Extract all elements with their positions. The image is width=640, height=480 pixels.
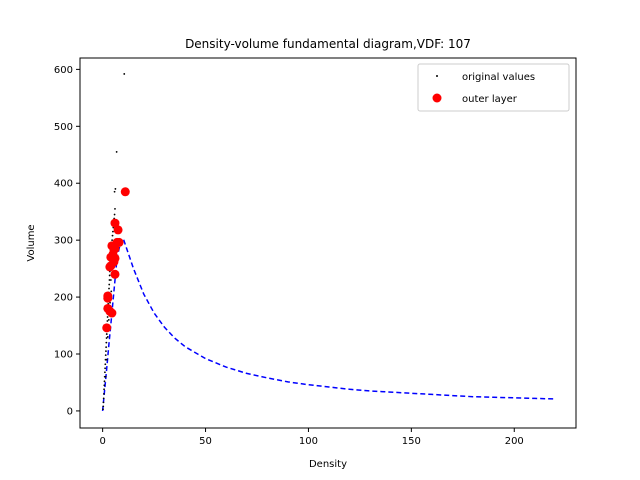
original-value-point [104, 358, 107, 361]
original-value-point [114, 188, 117, 190]
original-value-point [102, 401, 105, 404]
original-value-point [103, 384, 106, 387]
outer-layer-point [120, 187, 130, 197]
original-value-point [111, 239, 114, 242]
y-tick-label: 300 [54, 236, 73, 247]
fit-curve-line [101, 237, 556, 411]
original-value-point [109, 279, 112, 281]
original-value-point [105, 333, 108, 335]
outer-layer-point [107, 241, 117, 251]
legend: original values outer layer [417, 63, 570, 112]
original-value-point [104, 354, 107, 357]
legend-label-original: original values [462, 72, 535, 83]
original-value-point [102, 397, 105, 400]
original-value-point [115, 151, 118, 153]
outer-layer-point [107, 308, 117, 318]
original-value-point [108, 279, 111, 281]
original-value-point [113, 190, 116, 193]
y-tick-label: 100 [54, 350, 73, 361]
x-tick-label: 50 [199, 436, 212, 447]
x-tick-label: 200 [505, 436, 524, 447]
original-value-point [104, 371, 106, 374]
original-value-point [108, 287, 110, 290]
original-value-point [105, 346, 108, 349]
y-axis-label: Volume [26, 224, 37, 261]
x-axis-label: Density [309, 459, 347, 470]
y-axis: 0 100 200 300 400 500 600 [54, 65, 80, 417]
original-value-point [103, 388, 105, 391]
outer-layer-point [102, 323, 112, 333]
legend-marker-outer [432, 93, 442, 103]
original-value-point [102, 408, 104, 411]
original-value-point [105, 337, 108, 339]
original-value-point [104, 375, 107, 378]
original-value-point [105, 341, 108, 344]
outer-layer-point [105, 262, 115, 272]
x-tick-label: 0 [99, 436, 105, 447]
original-value-point [112, 230, 114, 233]
original-value-point [114, 207, 116, 210]
outer-layer-point [103, 293, 113, 303]
legend-marker-original [436, 75, 438, 77]
original-value-point [102, 405, 105, 408]
legend-label-outer: outer layer [462, 94, 518, 105]
original-value-point [106, 336, 109, 338]
original-value-point [123, 73, 126, 75]
original-value-point [105, 350, 107, 353]
outer-layer-point [113, 225, 123, 235]
plot-area [101, 73, 556, 411]
original-value-point [102, 392, 105, 395]
legend-box [417, 63, 570, 112]
original-value-point [104, 367, 107, 370]
original-value-point [111, 234, 114, 237]
x-axis: 0 50 100 150 200 [99, 428, 524, 447]
original-value-point [110, 290, 113, 293]
y-tick-label: 500 [54, 122, 73, 133]
y-tick-label: 400 [54, 179, 73, 190]
y-tick-label: 200 [54, 293, 73, 304]
y-tick-label: 0 [67, 406, 73, 417]
original-value-point [105, 358, 108, 361]
original-value-point [108, 283, 111, 286]
chart-title: Density-volume fundamental diagram,VDF: … [185, 37, 471, 51]
original-value-point [113, 213, 116, 216]
original-value-point [106, 320, 109, 322]
original-value-point [108, 274, 111, 277]
original-value-point [104, 363, 107, 366]
original-value-point [107, 318, 110, 321]
outer-layer-point [110, 269, 120, 279]
original-value-point [103, 380, 106, 383]
y-tick-label: 600 [54, 65, 73, 76]
outer-layer-point [110, 218, 120, 228]
original-value-point [106, 316, 109, 318]
x-tick-label: 150 [402, 436, 421, 447]
x-tick-label: 100 [299, 436, 318, 447]
axes-frame [79, 57, 577, 429]
